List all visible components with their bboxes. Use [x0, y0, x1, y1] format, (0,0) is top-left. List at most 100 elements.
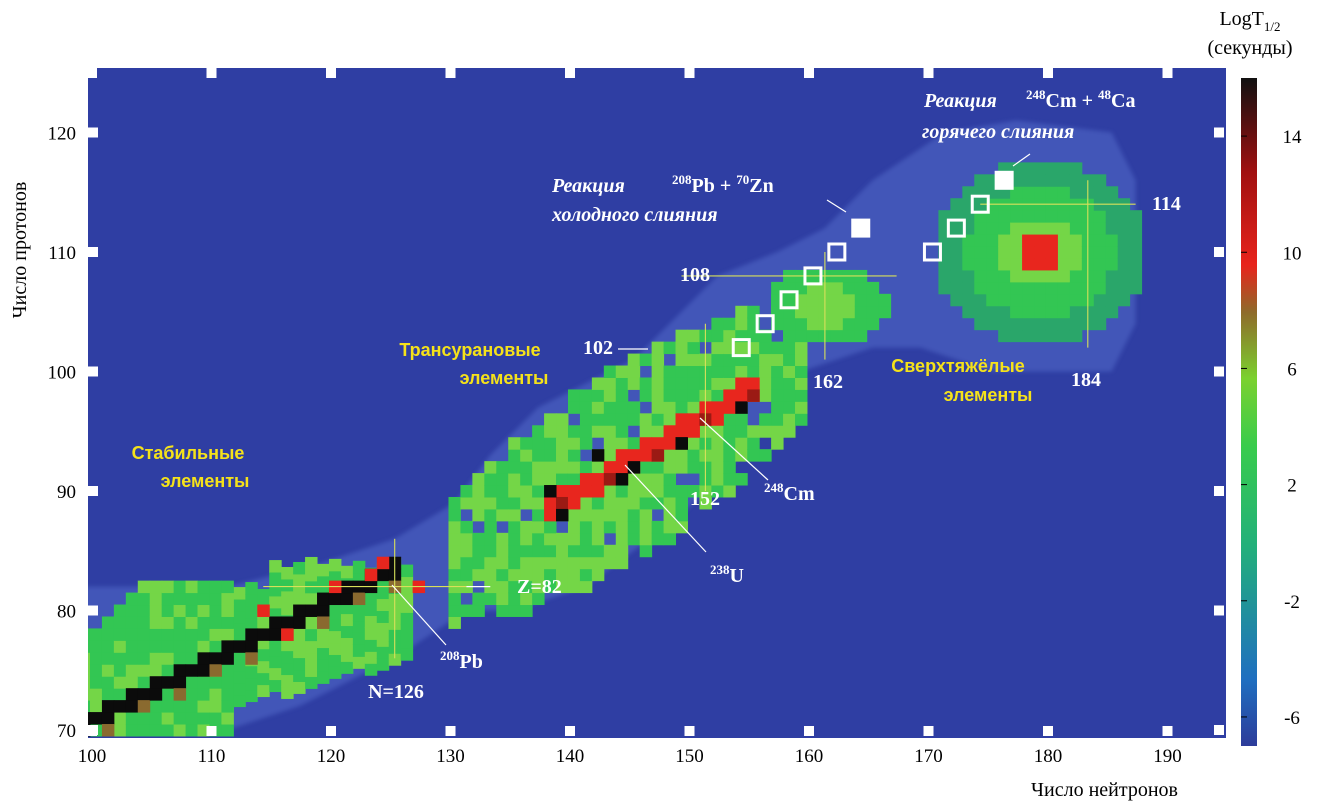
frame-marker-bottom — [923, 726, 934, 736]
heat-cell — [125, 724, 139, 737]
heat-cell — [89, 640, 103, 653]
heat-cell — [998, 281, 1011, 295]
heat-cell — [783, 317, 796, 331]
heat-cell — [579, 532, 593, 546]
heat-cell — [663, 401, 677, 414]
heat-cell — [520, 473, 533, 486]
heat-cell — [293, 561, 306, 575]
heat-cell — [209, 616, 222, 629]
heat-cell — [173, 616, 187, 629]
heat-cell — [352, 644, 366, 657]
heat-cell — [149, 616, 163, 629]
heat-cell — [364, 651, 378, 664]
heat-cell — [185, 724, 199, 737]
cold-fusion-point — [803, 266, 823, 286]
heat-cell — [448, 508, 461, 522]
heat-cell — [663, 437, 677, 450]
frame-marker-left — [88, 605, 98, 616]
heat-cell — [161, 688, 175, 701]
heat-cell — [376, 586, 390, 600]
heat-cell — [615, 389, 629, 402]
heat-cell — [221, 640, 234, 653]
heat-cell — [567, 473, 581, 486]
frame-marker-bottom — [445, 726, 456, 736]
heat-cell — [1129, 222, 1143, 235]
heat-cell — [1057, 162, 1071, 175]
heat-cell — [567, 401, 581, 414]
heat-cell — [783, 329, 796, 343]
heat-cell — [639, 496, 653, 510]
heat-cell — [305, 556, 318, 570]
heat-cell — [591, 532, 605, 546]
heat-cell — [472, 556, 485, 570]
heat-cell — [962, 293, 975, 307]
heat-cell — [496, 473, 509, 486]
heat-cell — [1022, 222, 1035, 235]
heat-cell — [233, 694, 246, 708]
heat-cell — [783, 401, 796, 414]
heat-cell — [364, 639, 378, 652]
heat-cell — [591, 425, 605, 438]
heat-cell — [723, 413, 736, 426]
frame-marker-top — [326, 68, 336, 78]
heat-cell — [113, 676, 127, 689]
cold-fusion-point — [851, 218, 871, 238]
y-tick-label: 90 — [57, 482, 76, 503]
heat-cell — [520, 532, 533, 546]
heat-cell — [173, 652, 187, 665]
heat-cell — [663, 485, 677, 498]
heat-cell — [1069, 210, 1083, 223]
heat-cell — [687, 449, 700, 462]
heat-cell — [687, 341, 700, 355]
frame-marker-bottom — [565, 726, 575, 736]
cold-fusion-point — [755, 314, 775, 334]
heat-cell — [317, 604, 330, 617]
heat-cell — [687, 329, 700, 343]
heat-cell — [1034, 186, 1047, 199]
heat-cell — [520, 520, 533, 534]
heat-cell — [1105, 257, 1119, 271]
heat-cell — [101, 676, 115, 689]
heat-cell — [830, 329, 844, 343]
heat-cell — [771, 425, 784, 438]
heat-cell — [520, 592, 533, 606]
heat-cell — [603, 437, 617, 450]
heat-cell — [1105, 186, 1119, 199]
heat-cell — [209, 580, 222, 594]
heat-cell — [88, 676, 91, 689]
heat-cell — [556, 568, 569, 582]
heat-cell — [484, 592, 497, 606]
heat-cell — [1069, 162, 1083, 175]
heat-cell — [1057, 317, 1071, 331]
heat-cell — [854, 293, 868, 307]
heat-cell — [639, 473, 653, 486]
heat-cell — [675, 365, 688, 378]
heat-cell — [1069, 269, 1083, 283]
heat-cell — [950, 246, 963, 259]
heat-cell — [149, 604, 163, 617]
heat-cell — [340, 625, 354, 639]
heat-cell — [603, 496, 617, 510]
heat-cell — [185, 688, 199, 701]
heat-cell — [508, 437, 521, 450]
heat-cell — [113, 616, 127, 629]
heat-cell — [866, 293, 880, 307]
heat-cell — [579, 413, 593, 426]
heat-cell — [639, 485, 653, 498]
heat-cell — [1034, 329, 1047, 343]
heat-cell — [245, 628, 258, 641]
heat-cell — [508, 592, 521, 606]
heat-cell — [1045, 186, 1059, 199]
heat-cell — [137, 688, 151, 701]
heat-cell — [747, 425, 760, 438]
heat-cell — [663, 425, 677, 438]
heat-cell — [663, 389, 677, 402]
heat-cell — [1129, 257, 1143, 271]
frame-marker-top — [445, 68, 456, 78]
heat-cell — [221, 628, 234, 641]
heat-cell — [496, 508, 509, 522]
heat-cell — [711, 341, 724, 355]
cold-fusion-point — [827, 242, 847, 262]
heat-cell — [1034, 246, 1047, 259]
heat-cell — [1034, 162, 1047, 175]
